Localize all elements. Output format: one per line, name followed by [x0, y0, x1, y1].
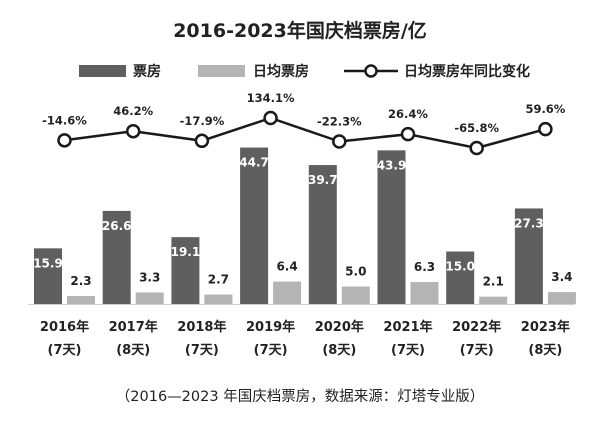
x-tick-label-days: (7天): [48, 343, 82, 358]
x-axis-labels: 2016年 (7天) 2017年 (8天) 2018年 (7天) 2019年 (7天) 2020…: [40, 319, 570, 358]
bar-box-office: [446, 251, 475, 304]
legend: 票房 日均票房 日均票房年同比变化: [79, 63, 530, 80]
line-point-yoy: [400, 126, 416, 142]
x-tick-label-year: 2020年: [315, 319, 364, 335]
x-tick-label-year: 2023年: [521, 319, 570, 335]
bar-daily: [204, 294, 233, 304]
line-label-yoy: -17.9%: [180, 114, 225, 128]
x-tick-label-days: (8天): [116, 343, 150, 358]
bar-label-daily: 6.3: [414, 260, 435, 274]
x-tick-label-days: (7天): [391, 343, 425, 358]
legend-swatch-box-office: [79, 65, 126, 77]
bar-label-box-office: 44.7: [239, 156, 269, 170]
line-label-yoy: 26.4%: [388, 107, 428, 121]
line-point-yoy: [194, 133, 210, 149]
bar-label-daily: 2.3: [70, 274, 91, 288]
bar-box-office: [171, 237, 200, 304]
bar-label-box-office: 39.7: [308, 173, 338, 187]
x-tick-label-days: (7天): [254, 343, 288, 358]
bar-daily: [479, 296, 508, 304]
bar-label-daily: 5.0: [345, 265, 366, 279]
line-yoy-change: [64, 116, 546, 150]
bar-label-box-office: 15.9: [33, 256, 63, 270]
bar-box-office: [377, 150, 406, 304]
x-tick-label-year: 2016年: [40, 319, 89, 335]
bar-daily: [547, 292, 576, 304]
bar-daily: [341, 286, 370, 304]
bar-daily: [273, 281, 302, 304]
bar-label-box-office: 43.9: [377, 158, 407, 172]
line-label-yoy: -65.8%: [454, 121, 499, 135]
bar-label-daily: 2.7: [208, 273, 229, 287]
bar-box-office: [240, 147, 269, 304]
x-tick-label-days: (7天): [185, 343, 219, 358]
bar-box-office: [514, 208, 543, 304]
line-point-yoy: [263, 110, 278, 126]
line-label-yoy: 134.1%: [247, 91, 295, 105]
legend-label-line: 日均票房年同比变化: [404, 63, 530, 80]
line-point-yoy: [469, 140, 484, 156]
bar-box-office: [102, 210, 131, 304]
bar-label-box-office: 26.6: [102, 219, 132, 233]
chart-title: 2016-2023年国庆档票房/亿: [173, 19, 427, 42]
bar-layer: 15.9 2.3 26.6 3.3 19.1 2.7 44.7 6.4 39.7 5.0 43.9 6…: [33, 147, 576, 304]
legend-label-daily: 日均票房: [253, 63, 309, 80]
line-label-yoy: -14.6%: [42, 113, 87, 127]
bar-label-daily: 3.4: [551, 270, 572, 284]
x-tick-label-days: (7天): [460, 343, 494, 358]
bar-label-box-office: 19.1: [171, 245, 201, 259]
x-tick-label-year: 2019年: [246, 319, 295, 335]
x-tick-label-days: (8天): [528, 343, 562, 358]
bar-daily: [67, 295, 95, 304]
bar-label-daily: 6.4: [276, 260, 297, 274]
bar-daily: [410, 281, 439, 304]
chart-caption: （2016—2023 年国庆档票房，数据来源：灯塔专业版）: [116, 388, 484, 405]
x-tick-label-year: 2017年: [109, 319, 158, 335]
bar-label-daily: 3.3: [139, 270, 160, 284]
bar-daily: [135, 292, 164, 304]
bar-label-box-office: 15.0: [445, 260, 475, 274]
x-tick-label-days: (8天): [322, 343, 356, 358]
legend-label-box-office: 票房: [133, 63, 161, 80]
bar-box-office: [34, 248, 62, 304]
line-point-yoy: [125, 123, 141, 139]
x-tick-label-year: 2022年: [452, 319, 501, 335]
bar-box-office: [308, 165, 337, 304]
line-point-yoy: [57, 133, 72, 148]
legend-swatch-daily: [198, 65, 245, 77]
bar-label-daily: 2.1: [483, 275, 504, 289]
legend-swatch-marker: [364, 64, 378, 78]
line-label-yoy: 46.2%: [113, 104, 153, 118]
line-point-yoy: [332, 134, 347, 149]
line-point-yoy: [538, 121, 553, 137]
x-tick-label-year: 2021年: [383, 319, 432, 335]
line-label-yoy: -22.3%: [317, 114, 362, 128]
bar-label-box-office: 27.3: [514, 216, 544, 230]
x-tick-label-year: 2018年: [177, 319, 226, 335]
line-layer: -14.6% 46.2% -17.9% 134.1% -22.3% 26.4% -65.8%…: [42, 91, 566, 156]
line-label-yoy: 59.6%: [525, 102, 565, 116]
